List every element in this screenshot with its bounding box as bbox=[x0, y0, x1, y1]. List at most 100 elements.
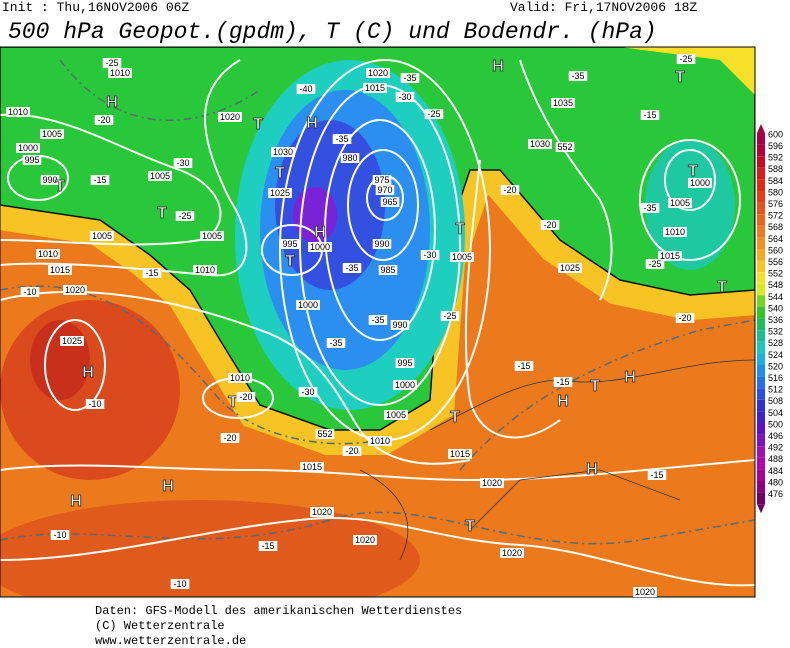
label-box bbox=[142, 268, 162, 278]
label-box bbox=[16, 143, 40, 153]
footer-line: www.wetterzentrale.de bbox=[95, 634, 246, 648]
contour-label: 1010 bbox=[110, 68, 130, 78]
colorbar-cell bbox=[757, 365, 765, 377]
colorbar-label: 504 bbox=[768, 408, 783, 418]
map-title: 500 hPa Geopot.(gpdm), T (C) und Bodendr… bbox=[8, 19, 657, 45]
contour-label: 1005 bbox=[386, 410, 406, 420]
colorbar-label: 592 bbox=[768, 153, 783, 163]
contour-label: -30 bbox=[176, 158, 189, 168]
colorbar-cell bbox=[757, 399, 765, 412]
contour-label: -10 bbox=[173, 579, 186, 589]
contour-label: 1020 bbox=[355, 535, 375, 545]
colorbar-label: 580 bbox=[768, 187, 783, 197]
contour-label: -20 bbox=[239, 392, 252, 402]
contour-label: 1010 bbox=[195, 265, 215, 275]
label-box bbox=[268, 188, 292, 198]
contour-label: -35 bbox=[345, 263, 358, 273]
label-box bbox=[555, 142, 575, 152]
isobar bbox=[639, 139, 741, 261]
label-box bbox=[36, 249, 60, 259]
isobar bbox=[464, 159, 561, 439]
label-box bbox=[20, 287, 40, 297]
label-box bbox=[90, 175, 110, 185]
isobar bbox=[0, 59, 248, 277]
colorbar-label: 488 bbox=[768, 454, 783, 464]
label-box bbox=[200, 231, 224, 241]
contour-label: 1010 bbox=[665, 227, 685, 237]
label-box bbox=[40, 175, 60, 185]
contour-label: 1000 bbox=[310, 242, 330, 252]
pressure-center: T bbox=[675, 69, 685, 86]
colorbar-label: 496 bbox=[768, 431, 783, 441]
colorbar-label: 480 bbox=[768, 477, 783, 487]
label-box bbox=[60, 336, 84, 346]
contour-label: 1015 bbox=[660, 251, 680, 261]
contour-label: 990 bbox=[42, 175, 57, 185]
contour-label: -10 bbox=[88, 399, 101, 409]
pressure-center: T bbox=[717, 279, 727, 296]
colorbar-label: 572 bbox=[768, 211, 783, 221]
colorbar-label: 584 bbox=[768, 176, 783, 186]
label-box bbox=[332, 134, 352, 144]
label-box bbox=[298, 387, 318, 397]
contour-label: -25 bbox=[427, 109, 440, 119]
colorbar-cell bbox=[757, 167, 765, 180]
colorbar-label: 492 bbox=[768, 443, 783, 453]
label-box bbox=[540, 220, 560, 230]
label-box bbox=[390, 320, 410, 330]
contour-label: 995 bbox=[282, 239, 297, 249]
contour-label: 965 bbox=[382, 197, 397, 207]
label-box bbox=[372, 239, 392, 249]
label-box bbox=[220, 433, 240, 443]
pressure-center: H bbox=[70, 493, 82, 510]
contour-label: -25 bbox=[648, 259, 661, 269]
label-box bbox=[296, 300, 320, 310]
colorbar-cell bbox=[757, 272, 765, 284]
contour-label: 1020 bbox=[502, 548, 522, 558]
label-box bbox=[393, 380, 417, 390]
contour-label: 1015 bbox=[365, 83, 385, 93]
contour-label: 1025 bbox=[560, 263, 580, 273]
contour-label: 1020 bbox=[220, 112, 240, 122]
label-box bbox=[395, 92, 415, 102]
colorbar-label: 548 bbox=[768, 280, 783, 290]
contour-label: 1005 bbox=[452, 252, 472, 262]
label-box bbox=[553, 377, 573, 387]
contour-label: -25 bbox=[105, 58, 118, 68]
contour-label: 1030 bbox=[530, 139, 550, 149]
label-box bbox=[450, 252, 474, 262]
pressure-center: T bbox=[590, 378, 600, 395]
pressure-center: T bbox=[253, 116, 263, 133]
pressure-center: H bbox=[306, 115, 318, 132]
colorbar-arrow bbox=[757, 124, 765, 133]
color-bar: 6005965925885845805765725685645605565525… bbox=[757, 124, 783, 514]
footer-line: Daten: GFS-Modell des amerikanischen Wet… bbox=[95, 604, 462, 618]
label-box bbox=[193, 265, 217, 275]
colorbar-cell bbox=[757, 260, 765, 273]
pressure-center: T bbox=[285, 253, 295, 270]
contour-label: 1035 bbox=[553, 98, 573, 108]
label-box bbox=[170, 579, 190, 589]
pressure-center: T bbox=[688, 163, 698, 180]
contour-label: 1005 bbox=[150, 171, 170, 181]
colorbar-cell bbox=[757, 446, 765, 458]
label-box bbox=[368, 315, 388, 325]
contour-label: 1015 bbox=[450, 449, 470, 459]
contour-label: -35 bbox=[403, 73, 416, 83]
label-box bbox=[500, 548, 524, 558]
label-box bbox=[514, 361, 534, 371]
colorbar-label: 588 bbox=[768, 164, 783, 174]
colorbar-label: 528 bbox=[768, 338, 783, 348]
colorbar-cell bbox=[757, 156, 765, 168]
label-box bbox=[663, 227, 687, 237]
label-box bbox=[480, 478, 504, 488]
contour-label: -35 bbox=[371, 315, 384, 325]
contour-label: -30 bbox=[423, 250, 436, 260]
isobar bbox=[0, 516, 755, 587]
colorbar-label: 536 bbox=[768, 315, 783, 325]
contour-label: -25 bbox=[178, 211, 191, 221]
yellow-corner bbox=[620, 47, 755, 95]
contour-label: -20 bbox=[543, 220, 556, 230]
contour-label: -35 bbox=[643, 203, 656, 213]
label-box bbox=[102, 58, 122, 68]
